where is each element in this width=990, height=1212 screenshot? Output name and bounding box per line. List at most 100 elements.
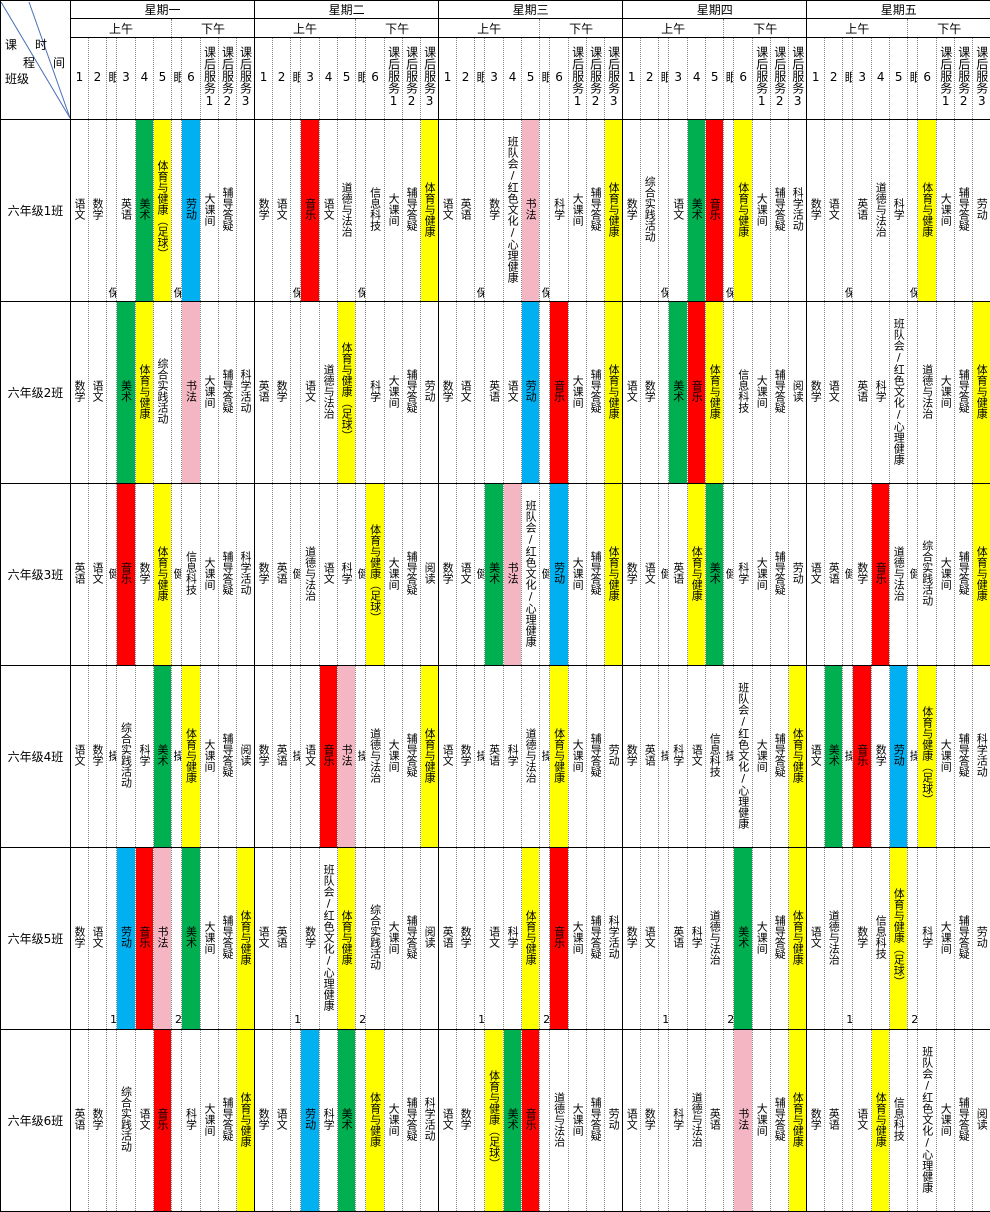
lesson-cell: 劳动 (421, 302, 439, 484)
lesson: 阅读 (975, 1108, 988, 1130)
period-header: 4 (504, 38, 522, 120)
lesson-cell: 辅导答疑 (403, 484, 421, 666)
break-cell: 健 (659, 484, 669, 666)
lesson-cell: 辅导答疑 (219, 848, 237, 1030)
lesson-cell: 数学 (255, 120, 273, 302)
lesson: 道德与法治 (874, 182, 887, 237)
lesson-cell: 辅导答疑 (955, 666, 973, 848)
lesson: 综合实践活动 (120, 1086, 133, 1152)
lesson: 信息科技 (185, 551, 198, 595)
period-header: 6 (182, 38, 201, 120)
lesson-cell: 英语 (706, 1030, 724, 1212)
lesson: 班队会/红色文化/心理健康 (322, 864, 335, 1011)
lesson: 大课间 (387, 557, 400, 590)
lesson: 辅导答疑 (773, 733, 786, 777)
lesson-cell: 综合实践活动 (918, 484, 937, 666)
lesson: 英语 (73, 562, 86, 584)
period-header: 课后服务3 (789, 38, 807, 120)
lesson: 辅导答疑 (773, 915, 786, 959)
break-label: 健 (172, 568, 182, 579)
half-header: 上午 (71, 19, 172, 38)
lesson-cell: 语文 (71, 120, 89, 302)
break-cell: 操 (659, 666, 669, 848)
lesson-cell: 阅读 (421, 848, 439, 1030)
break-cell (356, 302, 366, 484)
period-label: 1 (257, 70, 271, 84)
lesson: 大课间 (203, 739, 216, 772)
period-header: 5 (154, 38, 172, 120)
lesson: 体育与健康（足球） (921, 706, 934, 805)
lesson-cell: 体育与健康 (182, 666, 201, 848)
period-label: 5 (340, 70, 354, 84)
lesson-cell: 音乐 (117, 484, 136, 666)
period-label: 6 (920, 70, 934, 84)
lesson: 道德与法治 (322, 364, 335, 419)
break-cell: 保 (356, 120, 366, 302)
lesson: 道德与法治 (921, 364, 934, 419)
period-header: 课后服务1 (385, 38, 403, 120)
lesson-cell: 数学 (807, 120, 825, 302)
period-label: 眼 (540, 71, 550, 83)
lesson-cell: 音乐 (301, 120, 320, 302)
class-name: 六年级4班 (1, 666, 71, 848)
lesson-cell: 英语 (825, 484, 843, 666)
lesson: 体育与健康 (185, 728, 198, 783)
lesson: 英语 (827, 1108, 840, 1130)
lesson-cell: 语文 (273, 120, 291, 302)
break-label: 1 (659, 1013, 669, 1026)
lesson: 音乐 (553, 926, 566, 948)
period-header: 1 (71, 38, 89, 120)
period-header: 5 (522, 38, 540, 120)
break-label: 操 (843, 750, 853, 761)
lesson-cell: 大课间 (201, 666, 219, 848)
lesson: 数学 (138, 562, 151, 584)
break-label: 健 (659, 568, 669, 579)
lesson-cell: 英语 (485, 666, 504, 848)
lesson: 道德与法治 (553, 1092, 566, 1147)
lesson: 美术 (737, 926, 750, 948)
lesson-cell: 语文 (623, 1030, 641, 1212)
lesson: 语文 (809, 926, 822, 948)
lesson-cell: 大课间 (385, 848, 403, 1030)
lesson-cell: 大课间 (569, 848, 587, 1030)
lesson-cell: 音乐 (522, 1030, 540, 1212)
break-cell (843, 302, 853, 484)
period-label: 4 (874, 70, 888, 84)
period-label: 眼 (724, 71, 734, 83)
lesson-cell: 音乐 (136, 848, 154, 1030)
lesson-cell: 辅导答疑 (587, 120, 605, 302)
lesson: 辅导答疑 (405, 1097, 418, 1141)
lesson: 书法 (156, 926, 169, 948)
lesson: 班队会/红色文化/心理健康 (892, 318, 905, 465)
lesson: 劳动 (607, 1108, 620, 1130)
period-header: 1 (439, 38, 457, 120)
lesson: 道德与法治 (892, 546, 905, 601)
lesson: 美术 (488, 562, 501, 584)
lesson: 语文 (690, 744, 703, 766)
period-header: 眼 (659, 38, 669, 120)
break-label: 操 (475, 750, 485, 761)
lesson: 辅导答疑 (405, 551, 418, 595)
break-cell: 健 (172, 484, 182, 666)
lesson: 体育与健康 (791, 910, 804, 965)
break-cell: 保 (291, 120, 301, 302)
lesson-cell: 劳动 (182, 120, 201, 302)
lesson: 大课间 (755, 193, 768, 226)
corner-cell: 课程时间班级 (1, 1, 71, 120)
break-cell: 1 (843, 848, 853, 1030)
lesson: 体育与健康 (791, 728, 804, 783)
lesson: 美术 (827, 744, 840, 766)
break-cell: 2 (540, 848, 550, 1030)
lesson-cell: 大课间 (937, 120, 955, 302)
lesson: 大课间 (203, 557, 216, 590)
lesson: 大课间 (571, 921, 584, 954)
lesson-cell: 班队会/红色文化/心理健康 (734, 666, 753, 848)
lesson: 大课间 (755, 739, 768, 772)
lesson: 辅导答疑 (221, 915, 234, 959)
lesson: 辅导答疑 (957, 187, 970, 231)
lesson-cell: 辅导答疑 (771, 1030, 789, 1212)
class-row: 六年级6班英语数学综合实践活动语文音乐科学大课间辅导答疑体育与健康数学语文劳动科… (1, 1030, 990, 1212)
break-cell: 保 (475, 120, 485, 302)
period-label: 1 (73, 70, 87, 84)
